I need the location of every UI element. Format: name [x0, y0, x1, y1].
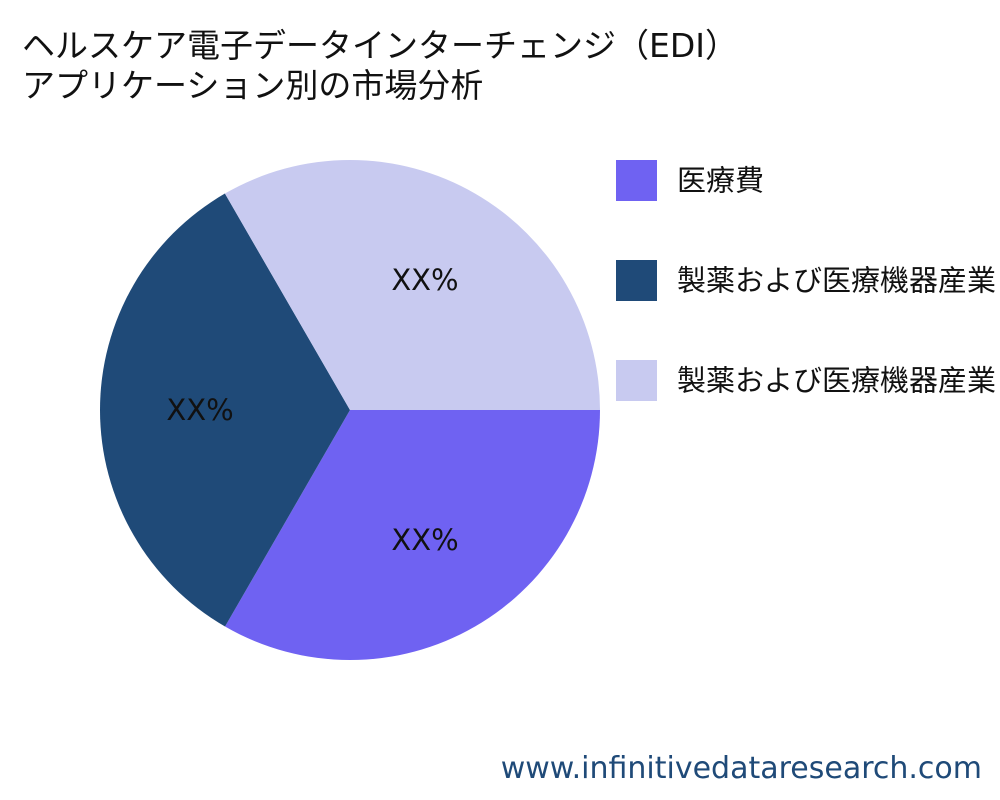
pie-slices	[99, 159, 601, 661]
source-watermark: www.infinitivedataresearch.com	[500, 751, 982, 786]
legend-swatch-1	[616, 160, 657, 201]
legend-swatch-2	[616, 260, 657, 301]
legend-label-1: 医療費	[677, 164, 764, 198]
chart-title: ヘルスケア電子データインターチェンジ（EDI） アプリケーション別の市場分析	[22, 26, 738, 106]
pie-slice-labels: XX% XX% XX%	[166, 263, 458, 557]
pie-slice-2	[99, 193, 350, 627]
legend-label-3: 製薬および医療機器産業	[677, 364, 996, 398]
legend-swatch-3	[616, 360, 657, 401]
pie-slice-3	[224, 159, 601, 410]
chart-title-line-1: ヘルスケア電子データインターチェンジ（EDI）	[22, 26, 738, 65]
pie-slice-label-2: XX%	[166, 393, 233, 427]
pie-slice-label-1: XX%	[391, 523, 458, 557]
pie-slice-label-3: XX%	[391, 263, 458, 297]
legend-label-2: 製薬および医療機器産業	[677, 264, 996, 298]
chart-title-line-2: アプリケーション別の市場分析	[22, 66, 484, 105]
pie-slice-1	[225, 410, 600, 661]
